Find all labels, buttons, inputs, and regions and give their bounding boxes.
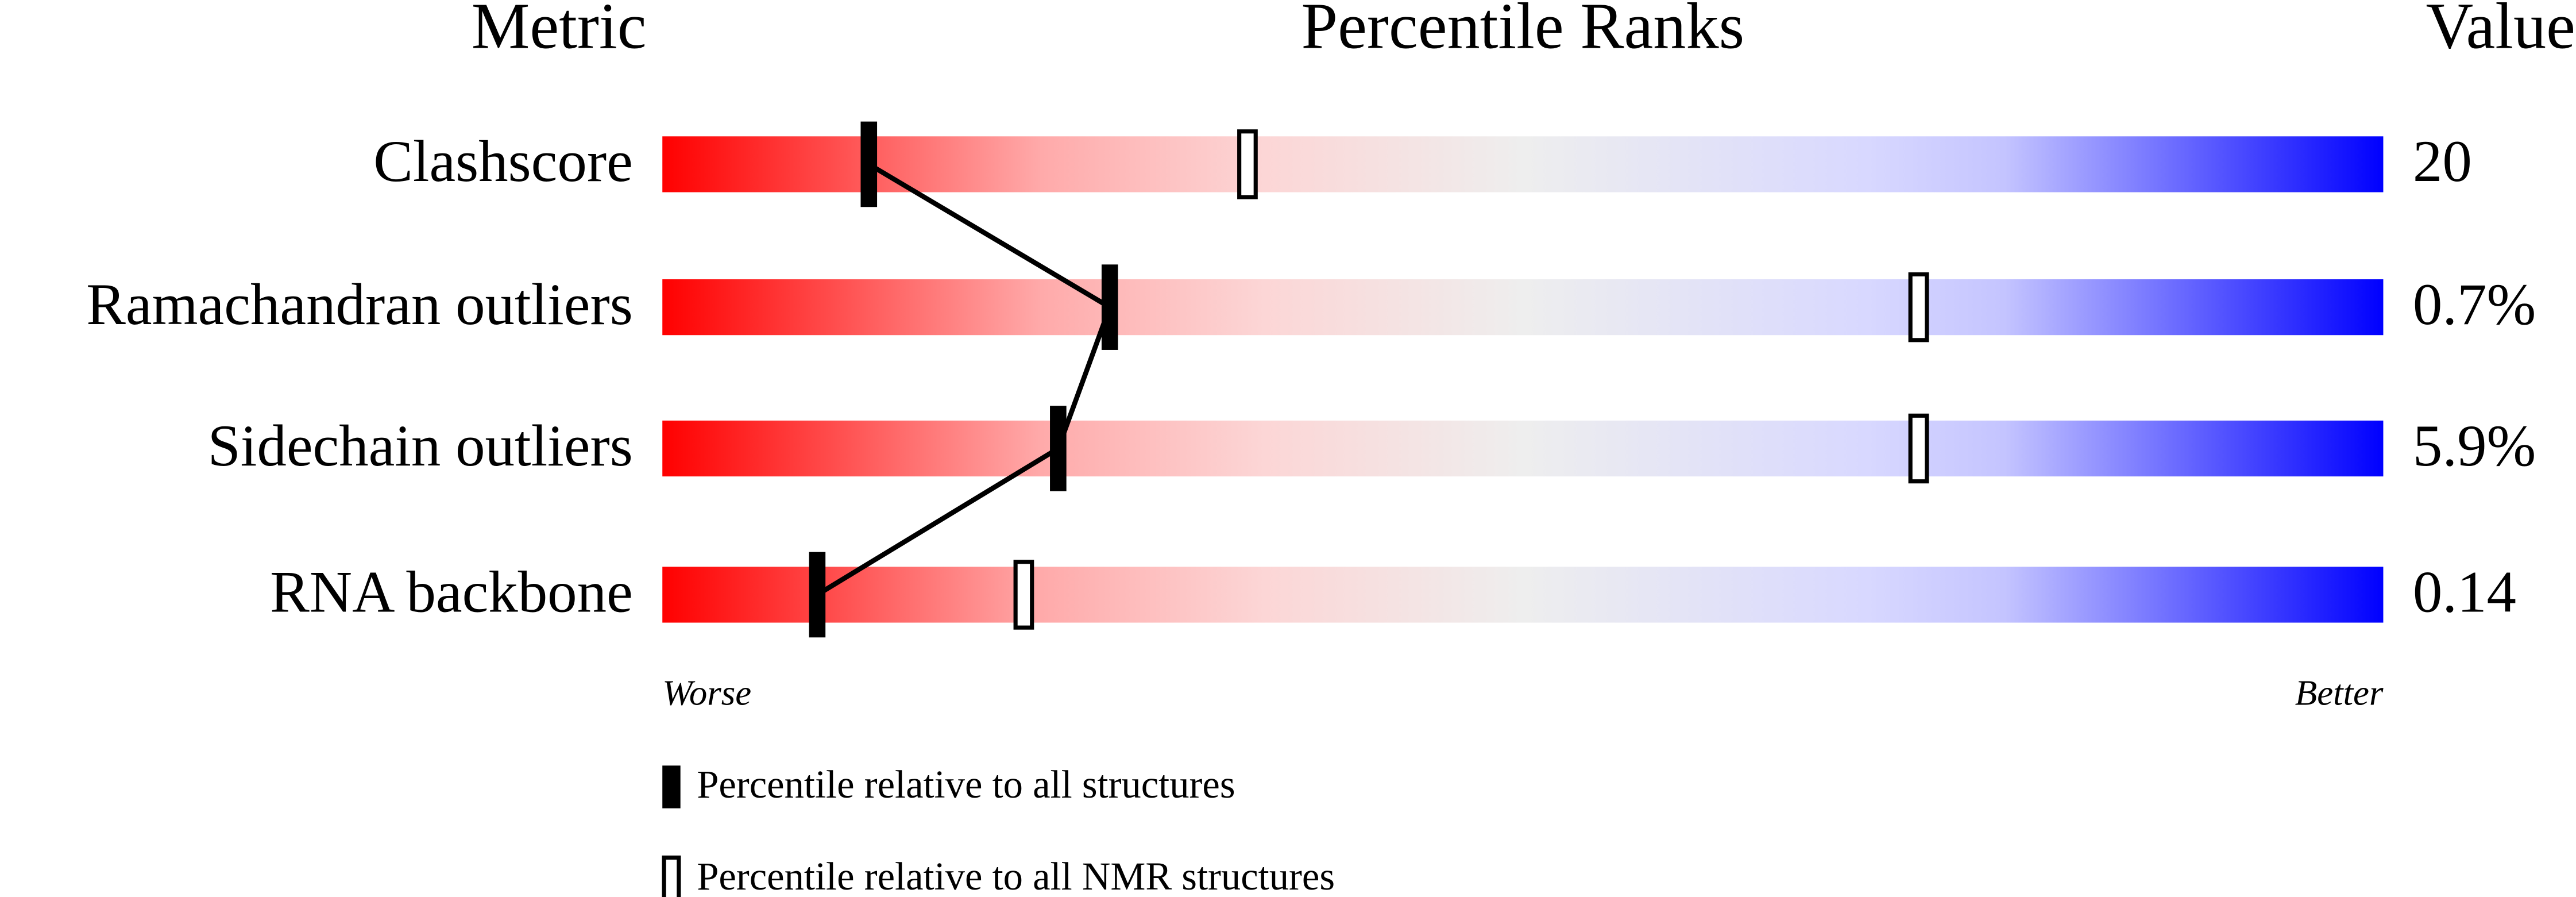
marker-all (1101, 264, 1118, 350)
metric-label: Clashscore (373, 129, 633, 194)
value-label: 0.14 (2413, 559, 2516, 625)
metric-label: Ramachandran outliers (86, 272, 633, 337)
marker-all (1050, 406, 1067, 491)
header-ranks: Percentile Ranks (1301, 0, 1745, 62)
value-label: 20 (2413, 129, 2472, 194)
legend-label: Percentile relative to all structures (697, 763, 1235, 806)
metric-label: RNA backbone (270, 559, 633, 625)
header-value: Value (2426, 0, 2575, 62)
legend-swatch (662, 855, 681, 897)
connector-line (816, 162, 1113, 597)
marker-nmr (1237, 129, 1258, 199)
percentile-bar (662, 567, 2384, 623)
marker-all (809, 552, 826, 638)
marker-nmr (1908, 272, 1929, 342)
better-label: Better (2295, 673, 2384, 713)
legend-swatch (662, 765, 681, 809)
marker-all (860, 121, 878, 207)
header-metric: Metric (472, 0, 647, 62)
marker-nmr (1013, 560, 1034, 630)
percentile-bar (662, 420, 2384, 477)
percentile-bar (662, 279, 2384, 336)
value-label: 0.7% (2413, 272, 2536, 337)
value-label: 5.9% (2413, 413, 2536, 479)
marker-nmr (1908, 413, 1929, 484)
worse-label: Worse (662, 673, 751, 713)
legend-label: Percentile relative to all NMR structure… (697, 854, 1335, 897)
percentile-bar (662, 136, 2384, 193)
metric-label: Sidechain outliers (208, 413, 633, 479)
